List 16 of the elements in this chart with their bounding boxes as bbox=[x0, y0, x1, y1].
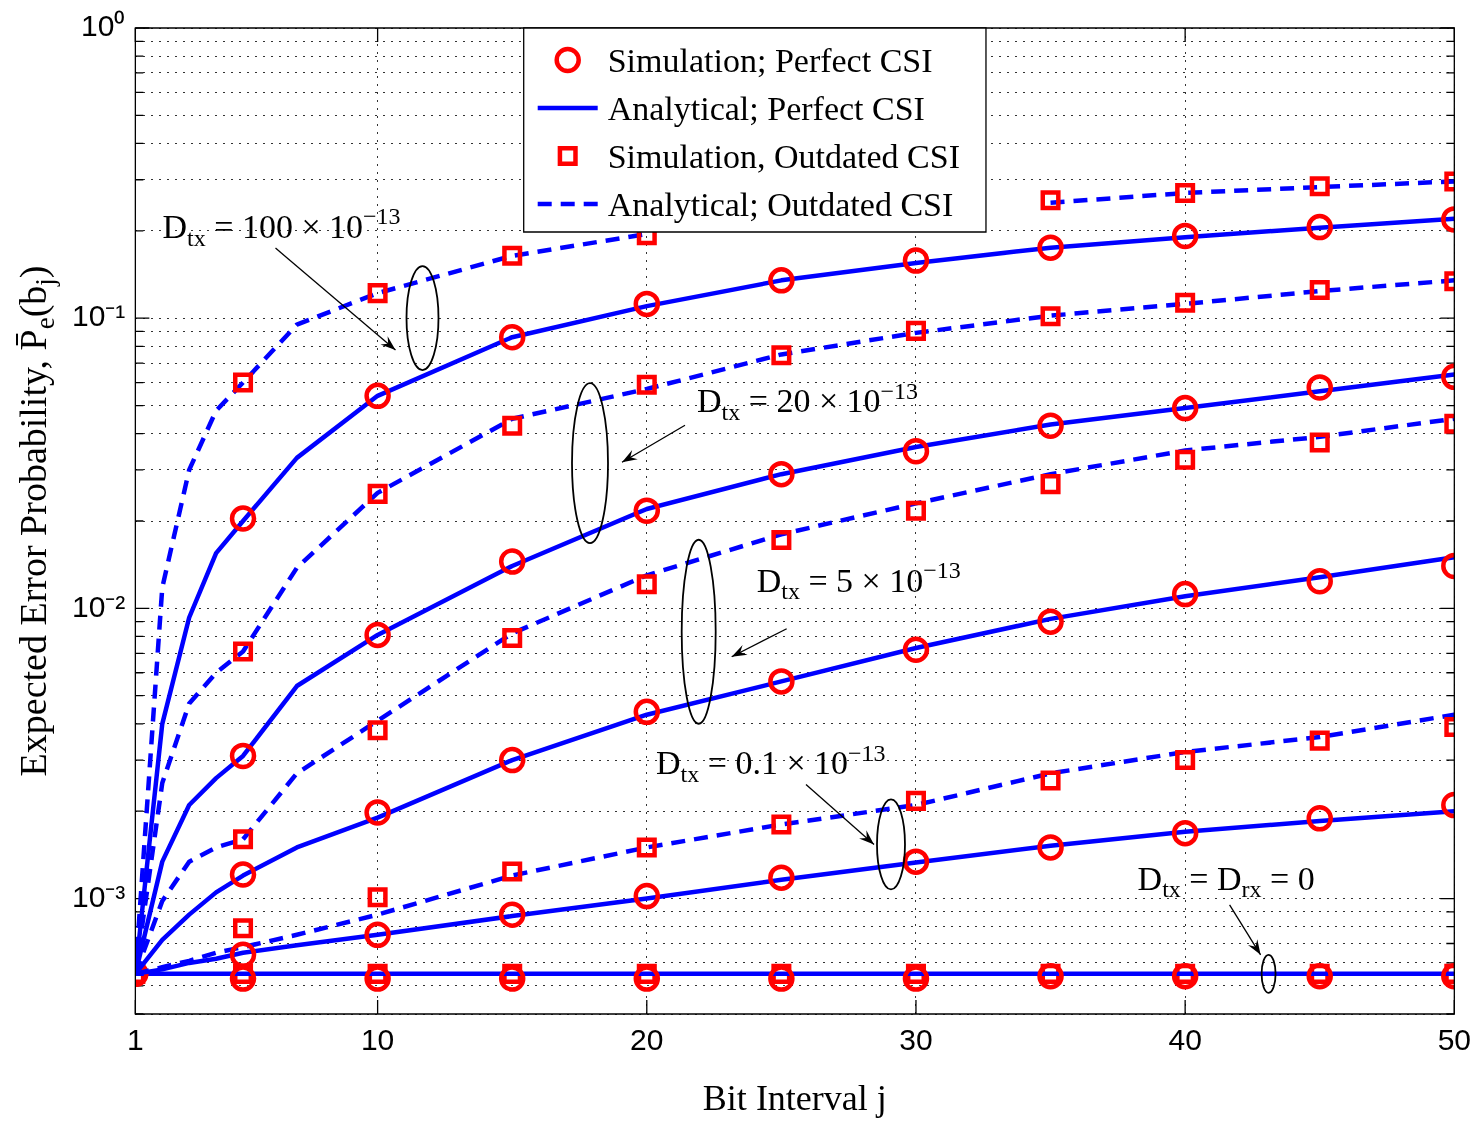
x-tick-label: 10 bbox=[360, 1023, 395, 1057]
legend-label: Analytical; Perfect CSI bbox=[607, 90, 925, 127]
x-tick-label: 50 bbox=[1437, 1023, 1471, 1057]
legend-label: Analytical; Outdated CSI bbox=[607, 186, 954, 223]
x-axis-title: Bit Interval j bbox=[702, 1078, 887, 1118]
y-tick-label: 10⁰ bbox=[80, 9, 126, 43]
x-tick-label: 1 bbox=[127, 1023, 144, 1057]
x-tick-label: 40 bbox=[1168, 1023, 1202, 1057]
x-tick-label: 20 bbox=[630, 1023, 664, 1057]
x-tick-label: 30 bbox=[899, 1023, 933, 1057]
y-axis-title: Expected Error Probability, P̄e(bj) bbox=[12, 265, 61, 777]
y-tick-label: 10⁻³ bbox=[72, 879, 126, 913]
y-tick-label: 10⁻² bbox=[72, 589, 126, 623]
y-tick-label: 10⁻¹ bbox=[72, 299, 126, 333]
legend-label: Simulation; Perfect CSI bbox=[607, 42, 933, 79]
legend-label: Simulation, Outdated CSI bbox=[607, 138, 960, 175]
